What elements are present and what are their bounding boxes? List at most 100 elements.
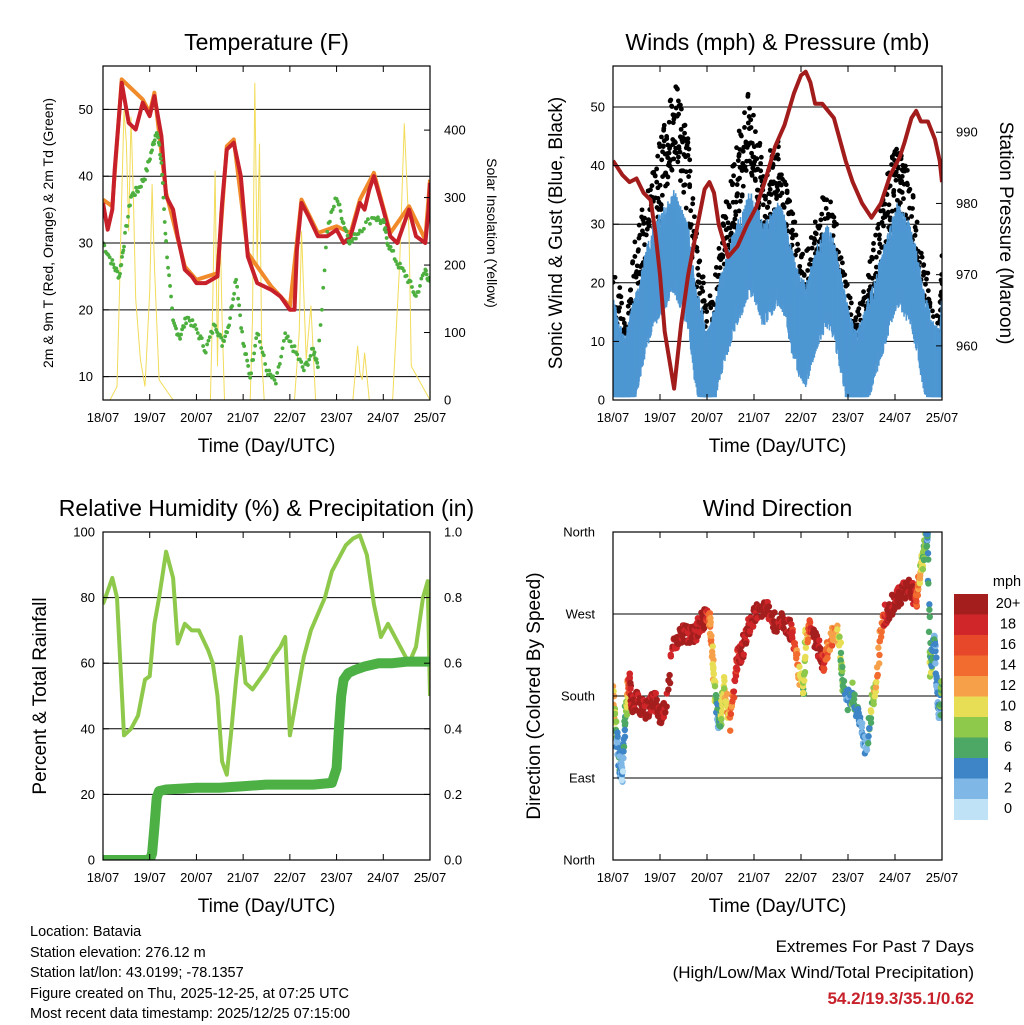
gust-point [688, 208, 694, 214]
dewpoint-point [319, 307, 324, 312]
dewpoint-point [268, 372, 273, 377]
dewpoint-point [238, 313, 243, 318]
plot-area [103, 533, 430, 860]
x-tick-label: 22/07 [785, 410, 818, 425]
dewpoint-point [366, 217, 370, 222]
dewpoint-point [242, 344, 247, 348]
series-precipitation [103, 656, 430, 860]
gust-point [767, 186, 773, 192]
dewpoint-point [414, 294, 418, 298]
direction-point [652, 690, 659, 697]
gust-point [736, 151, 742, 157]
latlon-text: Station lat/lon: 43.0199; -78.1357 [30, 965, 244, 981]
y2-tick-label: 0.0 [444, 853, 462, 868]
dewpoint-point [376, 215, 380, 220]
gust-point [685, 136, 691, 142]
gust-point [793, 232, 799, 238]
gust-point [687, 184, 693, 190]
plot-area [613, 532, 942, 785]
direction-point [926, 606, 933, 613]
gust-point [781, 204, 787, 210]
y2-tick-label: 0.4 [444, 721, 462, 736]
gust-point [686, 174, 692, 179]
dewpoint-point [301, 368, 306, 373]
dewpoint-point [213, 323, 218, 328]
y2-axis-title: Station Pressure (Maroon) [995, 122, 1016, 345]
dewpoint-point [341, 221, 346, 226]
gust-point [779, 182, 784, 188]
colorbar-cell [954, 655, 988, 677]
dewpoint-point [391, 248, 396, 253]
gust-point [675, 86, 680, 92]
dewpoint-point [419, 276, 424, 281]
y2-tick-label: 970 [956, 267, 978, 282]
panel-3: 18/07 19/07 20/07 21/07 22/07 23/07 24/07 25/07… [30, 495, 474, 917]
gust-point [889, 162, 894, 167]
gust-point [914, 219, 920, 225]
gust-point [655, 153, 661, 159]
dewpoint-point [184, 321, 188, 326]
direction-point [614, 733, 621, 740]
gust-point [856, 312, 862, 318]
direction-point [850, 696, 858, 703]
colorbar-cell [954, 635, 988, 656]
gust-point [734, 191, 740, 197]
dewpoint-point [203, 350, 208, 355]
gust-point [918, 250, 924, 256]
colorbar-label: 18 [1000, 617, 1016, 633]
direction-point [919, 566, 927, 573]
dewpoint-point [193, 323, 197, 327]
dewpoint-point [194, 327, 199, 332]
direction-point [613, 718, 620, 725]
gust-point [661, 126, 667, 131]
dewpoint-point [312, 350, 317, 355]
gust-point [658, 206, 664, 212]
dewpoint-point [182, 325, 186, 329]
y2-tick-label: 0 [444, 393, 451, 408]
dewpoint-point [314, 357, 319, 362]
station-info: Location: Batavia Station elevation: 276… [30, 922, 350, 1025]
y-tick-label: 60 [81, 656, 95, 671]
dewpoint-point [384, 230, 388, 234]
direction-point [867, 707, 874, 714]
direction-point [771, 609, 778, 616]
dewpoint-point [396, 265, 401, 270]
gust-point [720, 253, 726, 259]
gust-point [697, 280, 702, 285]
dewpoint-point [220, 344, 225, 348]
gust-point [817, 223, 823, 229]
gust-point [910, 206, 915, 211]
x-tick-label: 19/07 [133, 410, 166, 425]
direction-point [727, 710, 735, 718]
gust-point [888, 215, 893, 221]
gust-point [740, 148, 746, 154]
y-tick-label: 40 [591, 158, 605, 173]
gust-point [716, 245, 722, 251]
dewpoint-point [271, 374, 276, 379]
dewpoint-point [207, 335, 212, 340]
direction-point [728, 703, 736, 710]
colorbar-cell [954, 676, 988, 697]
gust-point [613, 274, 618, 280]
x-tick-label: 24/07 [367, 410, 400, 425]
gust-point [834, 221, 840, 227]
dewpoint-point [402, 269, 406, 273]
gust-point [659, 157, 665, 163]
gust-point [711, 302, 717, 307]
colorbar-label: 14 [1000, 658, 1016, 674]
y2-tick-label: 980 [956, 196, 978, 211]
gust-point [620, 316, 626, 322]
colorbar-label: 2 [1004, 781, 1012, 797]
gust-point [899, 174, 905, 179]
dewpoint-point [261, 353, 266, 358]
gust-point [704, 309, 710, 314]
dewpoint-point [162, 207, 166, 212]
gust-point [801, 273, 807, 278]
colorbar-cell [954, 614, 988, 636]
colorbar-cell [954, 594, 988, 615]
colorbar-label: 10 [1000, 699, 1016, 715]
gust-point [735, 158, 741, 164]
gust-point [740, 183, 746, 189]
extremes-box: Extremes For Past 7 Days (High/Low/Max W… [673, 934, 974, 1012]
gust-point [764, 215, 770, 221]
